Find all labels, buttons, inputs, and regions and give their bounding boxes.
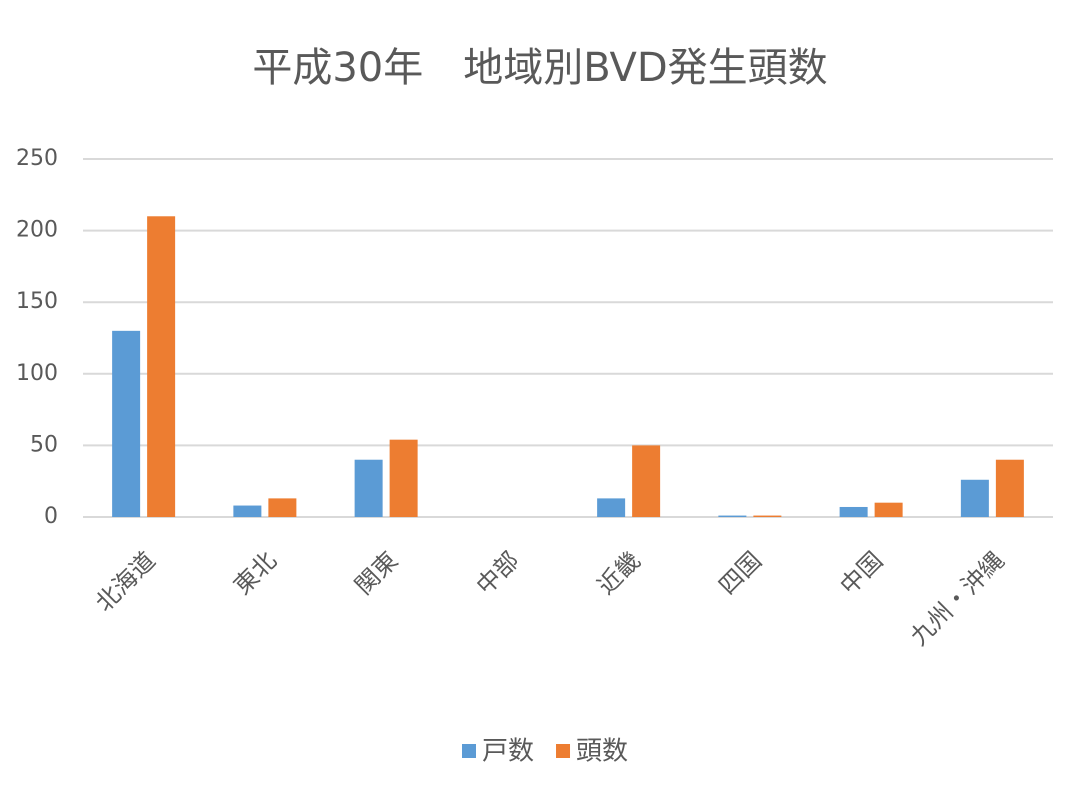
bar (839, 506, 868, 517)
x-tick-label: 関東 (350, 546, 404, 600)
y-tick-label: 200 (16, 218, 58, 243)
x-tick-label: 九州・沖縄 (905, 546, 1010, 651)
legend-swatch (462, 744, 476, 758)
y-tick-label: 150 (16, 289, 58, 314)
legend-swatch (556, 744, 571, 758)
bar (874, 502, 903, 517)
bar (147, 216, 176, 517)
x-tick-label: 中国 (835, 546, 889, 600)
chart-title: 平成30年 地域別BVD発生頭数 (252, 45, 827, 91)
bar (753, 515, 782, 517)
x-tick-label: 四国 (713, 546, 767, 600)
y-tick-label: 50 (30, 432, 58, 457)
bar (268, 498, 297, 517)
bar (389, 439, 418, 517)
x-tick-label: 東北 (228, 546, 282, 600)
bar (597, 498, 626, 517)
legend-label: 戸数 (482, 737, 534, 767)
x-tick-label: 北海道 (90, 546, 161, 617)
y-tick-label: 100 (16, 361, 58, 386)
bar (632, 445, 661, 517)
x-tick-label: 中部 (471, 546, 525, 600)
bar (233, 505, 262, 517)
bar (354, 459, 383, 517)
bar (112, 330, 141, 517)
legend-label: 頭数 (576, 737, 628, 767)
bar (995, 459, 1024, 517)
bar (718, 515, 747, 517)
x-tick-label: 近畿 (592, 546, 646, 600)
bar (960, 479, 989, 517)
y-tick-label: 250 (16, 146, 58, 171)
y-tick-label: 0 (44, 504, 58, 529)
